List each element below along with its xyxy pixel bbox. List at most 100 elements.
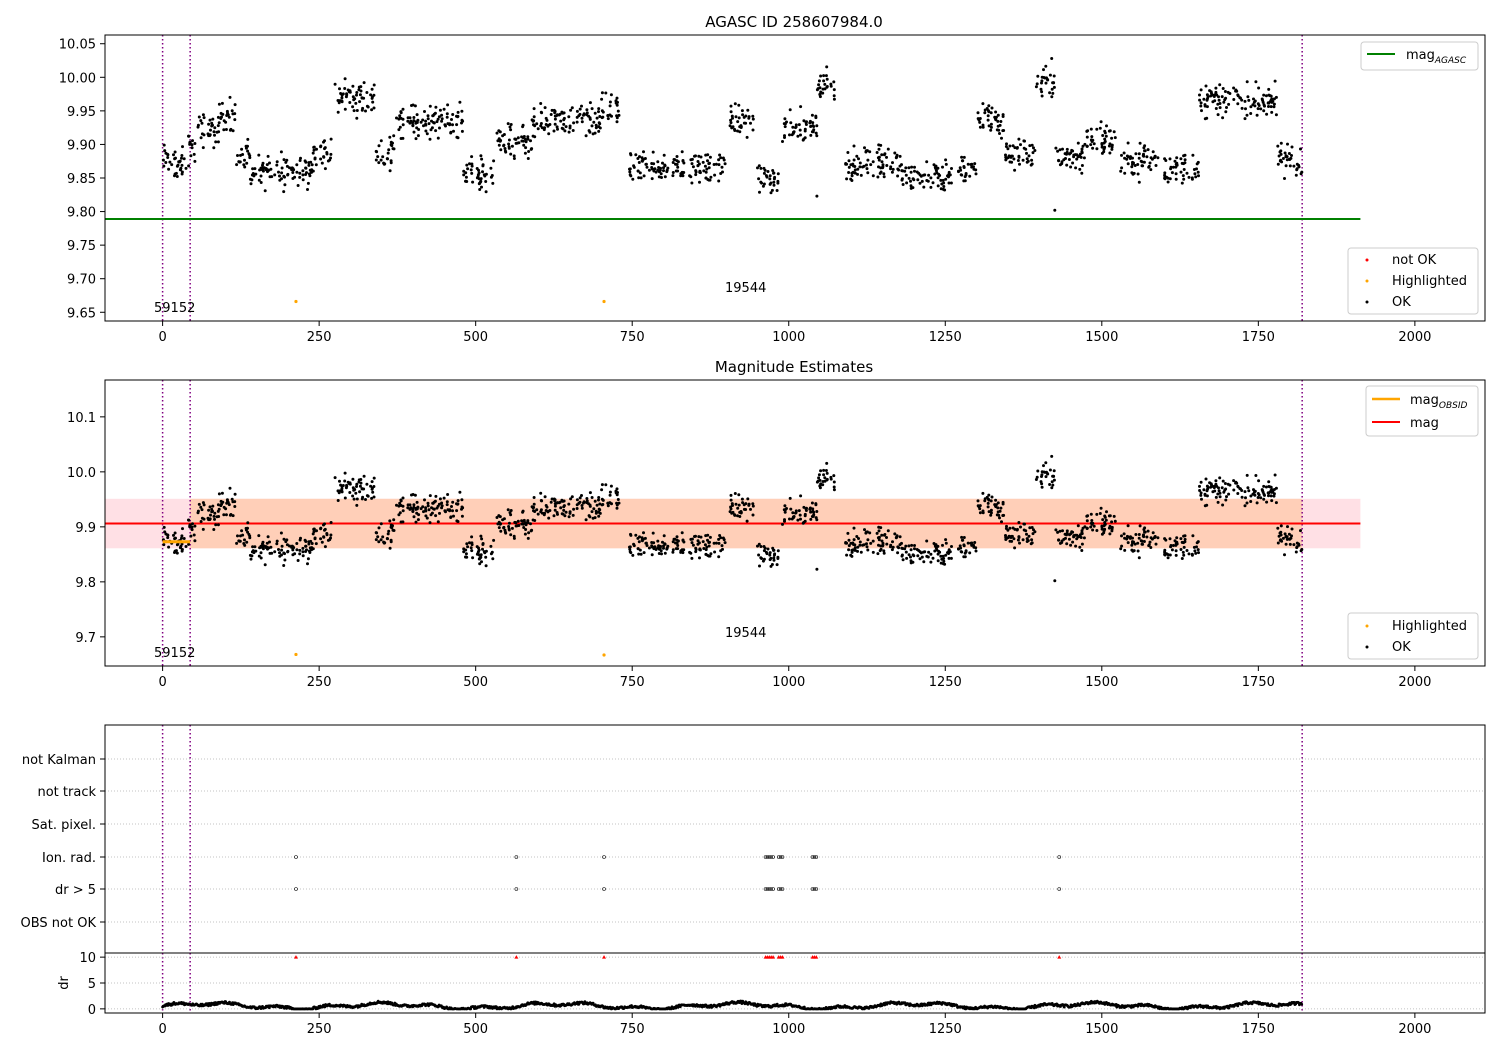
ok-point — [657, 166, 661, 169]
ok-point — [1017, 154, 1021, 158]
ok-point — [340, 96, 344, 100]
ok-point — [681, 174, 685, 178]
ok-point — [1299, 147, 1302, 151]
ok-point — [641, 158, 645, 161]
ok-point — [1119, 169, 1123, 173]
ok-point — [880, 153, 884, 157]
ok-point — [1225, 495, 1228, 499]
ok-point — [304, 166, 308, 170]
ok-point — [1224, 96, 1228, 100]
ok-point — [1240, 489, 1244, 492]
ok-point — [1105, 510, 1108, 514]
ok-point — [312, 530, 316, 534]
ok-point — [1133, 542, 1137, 546]
ok-point — [772, 553, 776, 557]
ok-point — [477, 553, 481, 557]
ok-point — [850, 174, 854, 178]
ok-point — [1025, 537, 1029, 541]
ok-point — [825, 471, 829, 475]
ok-point — [201, 527, 205, 531]
ok-point — [375, 150, 379, 154]
ok-point — [761, 559, 765, 563]
ok-point — [1166, 553, 1170, 557]
ok-point — [846, 531, 850, 535]
ok-point — [180, 172, 184, 176]
ok-point — [1272, 492, 1276, 496]
ok-point — [305, 548, 308, 552]
ok-point — [891, 161, 894, 165]
ok-point — [913, 169, 916, 173]
ok-point — [343, 496, 347, 500]
ok-point — [723, 162, 727, 166]
ok-point — [246, 144, 249, 148]
ok-point — [1101, 134, 1105, 137]
ok-point — [456, 502, 460, 506]
ok-point — [1103, 521, 1107, 524]
ok-point — [1264, 485, 1268, 489]
ok-point — [1120, 153, 1123, 157]
ok-point — [811, 507, 815, 511]
ok-point — [730, 126, 734, 130]
ok-point — [1274, 486, 1278, 490]
ok-point — [846, 151, 850, 154]
ok-point — [503, 147, 507, 150]
flag-point — [780, 887, 785, 891]
ok-point — [606, 117, 610, 121]
ok-point — [999, 120, 1003, 123]
ok-point — [775, 563, 779, 567]
ok-point — [438, 511, 441, 515]
agasc-legend-top: magAGASC — [1360, 41, 1479, 71]
ok-point — [442, 496, 446, 500]
ok-point — [593, 499, 597, 503]
ok-point — [1216, 492, 1220, 496]
ok-point — [598, 115, 602, 118]
ok-point — [1092, 524, 1096, 528]
ok-point — [412, 116, 416, 119]
ok-point — [1081, 526, 1085, 530]
ok-point — [639, 552, 643, 556]
ok-point — [772, 183, 776, 187]
ok-point — [1001, 115, 1005, 118]
ok-point — [211, 117, 215, 121]
ok-point — [1018, 162, 1021, 166]
ok-point — [322, 535, 326, 539]
ok-point — [209, 128, 212, 132]
ok-point — [1076, 524, 1080, 528]
ok-point — [389, 143, 393, 147]
ok-point — [580, 494, 583, 497]
ok-point — [354, 101, 358, 105]
ok-point — [575, 498, 579, 502]
ok-point — [1146, 529, 1150, 533]
ok-point — [411, 493, 415, 496]
ok-point — [1216, 113, 1220, 117]
ok-point — [970, 165, 974, 169]
ok-point — [1036, 74, 1040, 78]
ok-point — [852, 538, 856, 542]
ok-point — [290, 166, 294, 170]
ok-point — [1270, 100, 1274, 104]
ok-point — [213, 511, 217, 515]
ok-point — [1090, 135, 1094, 139]
ok-point — [323, 139, 326, 143]
ok-point — [893, 151, 897, 155]
ok-point — [1126, 535, 1130, 539]
ok-point — [374, 538, 378, 542]
ok-point — [173, 157, 177, 161]
ok-point — [766, 170, 770, 173]
ok-point — [1110, 529, 1114, 533]
ok-point — [1174, 172, 1178, 176]
ok-point — [597, 496, 601, 499]
ok-point — [714, 162, 718, 166]
ok-point — [469, 168, 473, 172]
x-tick-label: 1500 — [1085, 330, 1118, 345]
ok-point — [960, 159, 964, 163]
ok-point — [1166, 180, 1170, 184]
ok-point — [449, 131, 453, 135]
ok-point — [180, 156, 183, 160]
flag-point — [812, 887, 817, 891]
ok-point — [278, 178, 282, 182]
ok-point — [917, 549, 921, 552]
ok-point — [1057, 159, 1061, 163]
ok-point — [1001, 514, 1005, 517]
ok-point — [512, 157, 516, 160]
